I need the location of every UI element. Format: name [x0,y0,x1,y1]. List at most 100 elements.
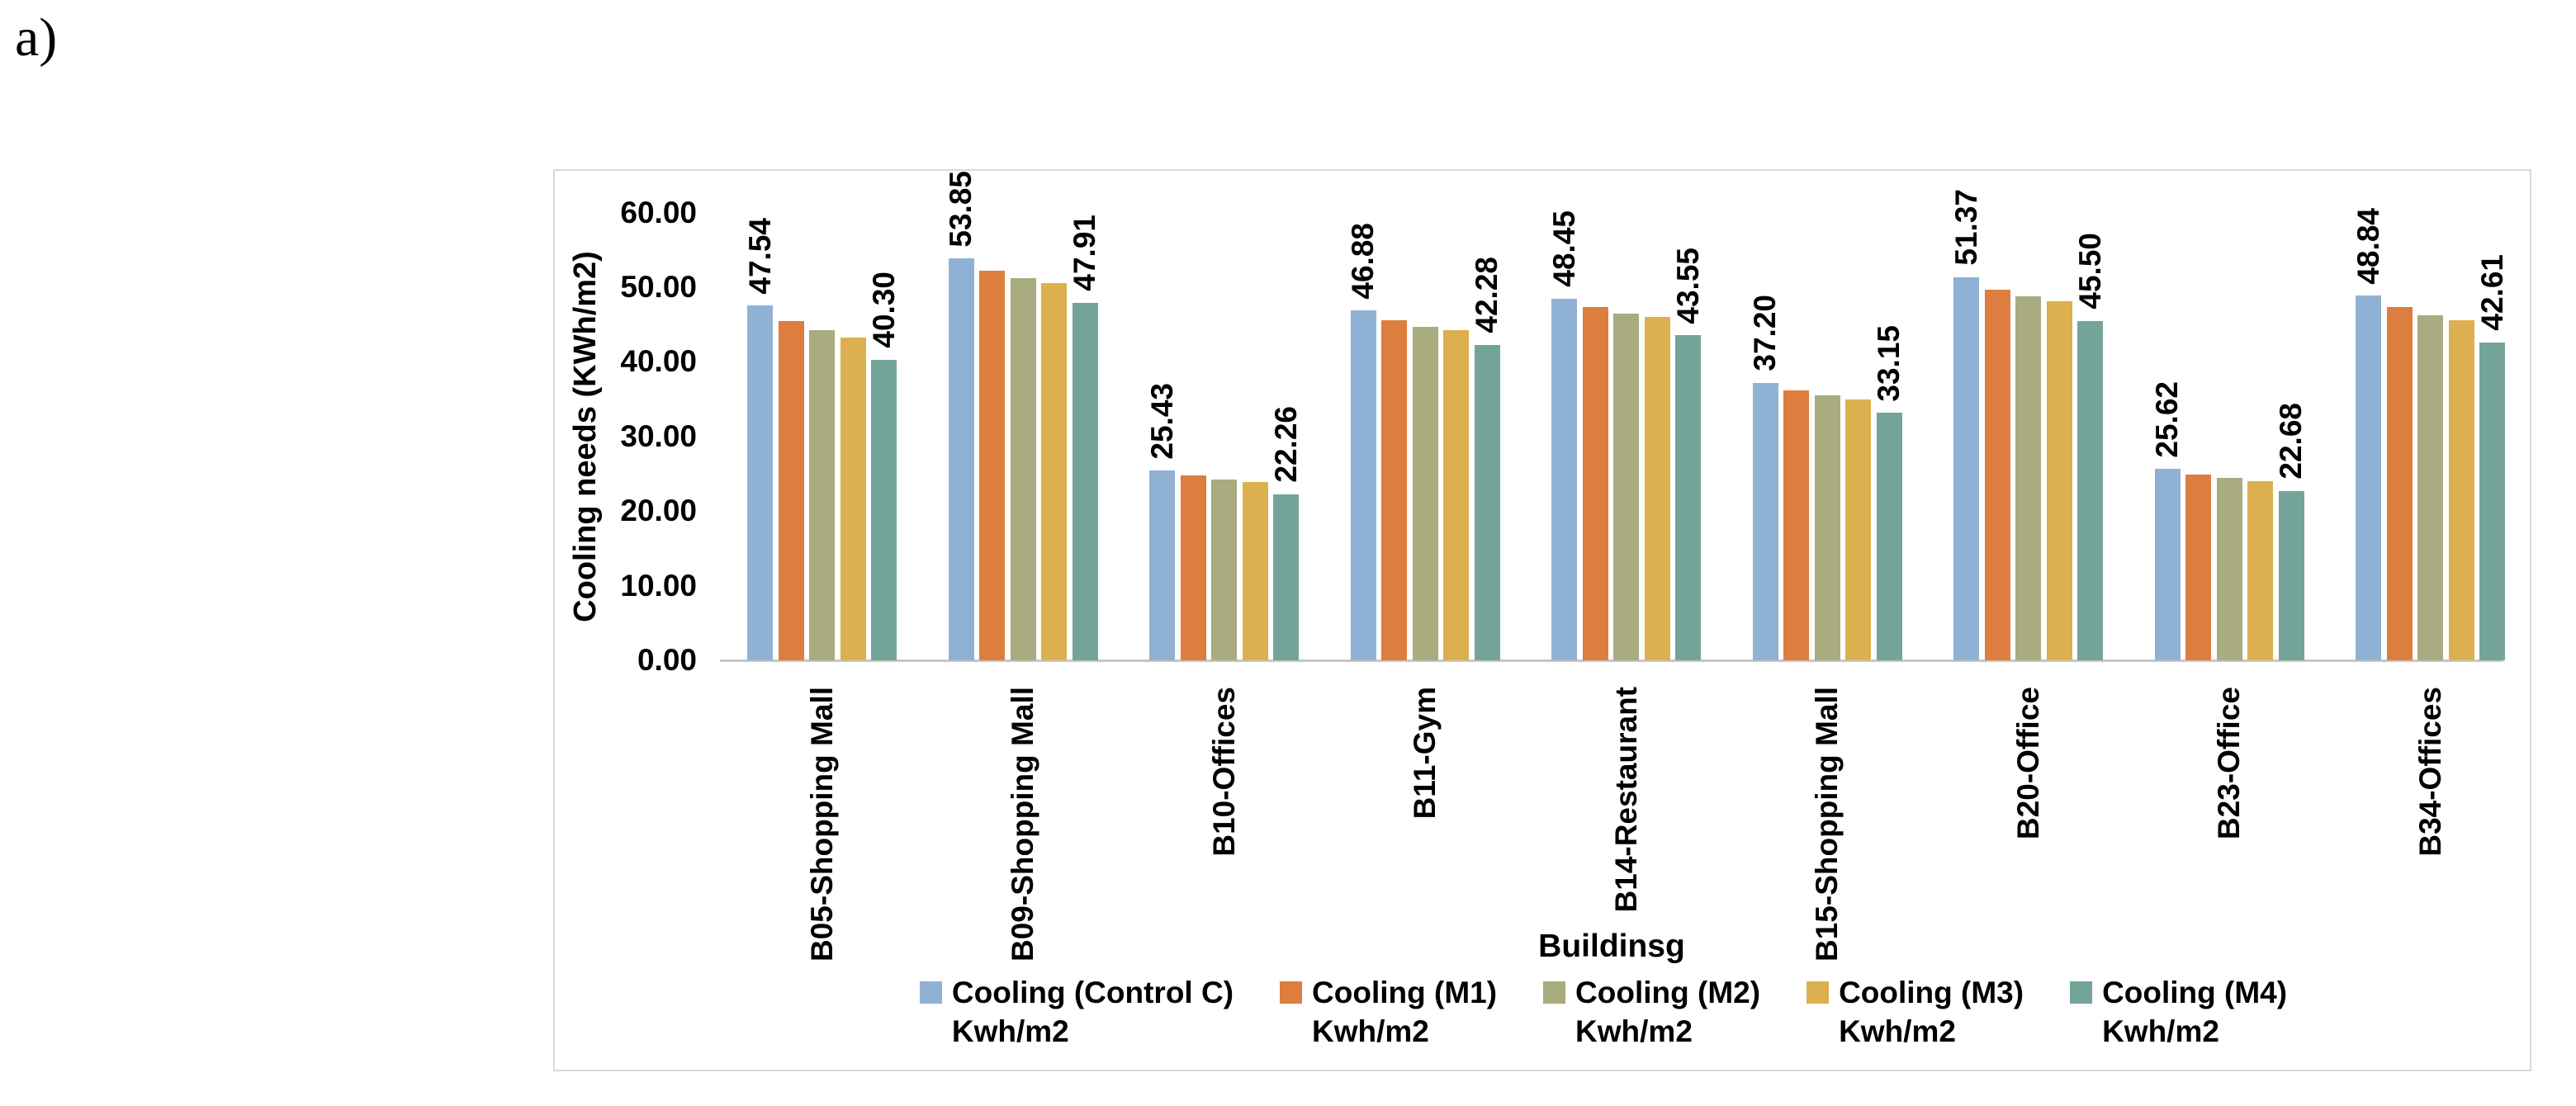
y-tick-label: 60.00 [620,195,697,229]
legend-swatch-icon [1543,981,1566,1004]
legend-label: Cooling (M3) Kwh/m2 [1839,976,2024,1048]
bar-value-label: 25.62 [2150,380,2184,458]
bar-B15-Shopping Mall-series-2 [1814,395,1840,660]
bar-value-label: 37.20 [1748,295,1782,371]
y-tick-label: 30.00 [620,418,697,453]
category-label-B11-Gym: B11-Gym [1408,687,1442,820]
bar-B14-Restaurant-series-4 [1675,335,1701,660]
bar-B23-Office-series-2 [2216,478,2242,660]
y-tick-label: 20.00 [620,494,697,528]
category-label-B34-Offices: B34-Offices [2413,687,2447,857]
bar-B15-Shopping Mall-series-4 [1876,413,1902,660]
category-label-B20-Office: B20-Office [2010,687,2045,840]
bar-B15-Shopping Mall-series-1 [1783,390,1809,660]
bar-value-label: 42.61 [2474,254,2509,331]
bar-B23-Office-series-0 [2154,469,2181,660]
legend-item-2: Cooling (M2) Kwh/m2 [1543,973,1760,1051]
legend-label: Cooling (Control C) Kwh/m2 [951,976,1234,1048]
bar-value-label: 51.37 [1949,189,1983,266]
bar-B05-Shopping Mall-series-3 [840,337,866,660]
bar-B09-Shopping Mall-series-4 [1072,302,1098,660]
legend-item-0: Cooling (Control C) Kwh/m2 [919,973,1234,1051]
bar-B34-Offices-series-2 [2417,315,2443,660]
bar-B10-Offices-series-0 [1149,470,1175,660]
bar-B05-Shopping Mall-series-1 [778,320,804,660]
bar-B09-Shopping Mall-series-0 [948,258,974,660]
bar-B23-Office-series-1 [2185,474,2211,660]
legend-swatch-icon [1807,981,1830,1004]
bar-B10-Offices-series-1 [1180,475,1206,660]
bar-B14-Restaurant-series-2 [1613,313,1639,660]
bar-value-label: 47.91 [1068,215,1101,291]
bar-B15-Shopping Mall-series-0 [1752,382,1778,660]
x-axis-line [720,659,2503,662]
bar-B14-Restaurant-series-3 [1644,317,1670,660]
x-axis-title: Buildinsg [1538,929,1685,964]
y-tick-label: 50.00 [620,270,697,304]
legend-label: Cooling (M1) Kwh/m2 [1312,976,1498,1048]
bar-B34-Offices-series-3 [2448,319,2474,660]
legend-item-3: Cooling (M3) Kwh/m2 [1807,973,2024,1051]
bar-B11-Gym-series-1 [1381,319,1407,660]
bar-value-label: 40.30 [866,272,901,348]
bar-value-label: 48.84 [2351,207,2385,285]
bar-B10-Offices-series-3 [1242,481,1268,660]
figure-label: a) [15,7,58,68]
legend-swatch-icon [1280,981,1303,1004]
category-label-B10-Offices: B10-Offices [1206,687,1241,857]
legend: Cooling (Control C) Kwh/m2 Cooling (M1) Kwh… [670,973,2536,1051]
y-tick-label: 10.00 [620,568,697,603]
bar-value-label: 22.68 [2274,403,2308,480]
bar-value-label: 46.88 [1346,222,1380,300]
y-tick-label: 0.00 [637,643,697,677]
bar-value-label: 25.43 [1144,382,1179,460]
legend-swatch-icon [919,981,942,1004]
bar-B11-Gym-series-0 [1350,310,1376,660]
bar-B14-Restaurant-series-1 [1582,307,1608,660]
bar-B11-Gym-series-4 [1474,344,1500,660]
chart-area: Cooling needs (KWh/m2) 60.00 50.00 40.00 30… [553,169,2531,1071]
bar-B05-Shopping Mall-series-0 [747,305,773,660]
category-label-B15-Shopping Mall: B15-Shopping Mall [1810,687,1844,962]
bar-B34-Offices-series-0 [2356,295,2381,660]
bar-B23-Office-series-4 [2278,490,2304,660]
bar-B11-Gym-series-3 [1443,330,1469,660]
bar-B20-Office-series-1 [1984,289,2010,660]
bar-B10-Offices-series-4 [1273,494,1299,660]
bar-B34-Offices-series-1 [2386,307,2413,660]
bar-B20-Office-series-4 [2077,320,2103,660]
bar-value-label: 45.50 [2072,233,2107,310]
category-label-B09-Shopping Mall: B09-Shopping Mall [1006,687,1039,962]
legend-swatch-icon [2070,981,2093,1004]
bar-value-label: 22.26 [1268,406,1303,483]
bar-B20-Office-series-2 [2015,295,2041,660]
bar-value-label: 33.15 [1872,324,1906,402]
legend-label: Cooling (M2) Kwh/m2 [1575,976,1761,1048]
y-tick-label: 40.00 [620,344,697,379]
legend-item-4: Cooling (M4) Kwh/m2 [2070,973,2287,1051]
bar-B34-Offices-series-4 [2479,342,2505,660]
category-label-B14-Restaurant: B14-Restaurant [1608,687,1643,913]
bar-B10-Offices-series-2 [1211,480,1237,660]
category-label-B05-Shopping Mall: B05-Shopping Mall [804,687,839,962]
bar-B05-Shopping Mall-series-2 [809,330,835,660]
bar-value-label: 53.85 [944,170,978,248]
bar-B09-Shopping Mall-series-3 [1041,283,1067,660]
bar-B20-Office-series-0 [1953,276,1979,660]
bar-B05-Shopping Mall-series-4 [871,359,897,660]
bar-B20-Office-series-3 [2046,301,2072,660]
bar-B11-Gym-series-2 [1412,326,1438,660]
bar-B23-Office-series-3 [2247,481,2273,660]
bar-value-label: 43.55 [1670,247,1705,324]
category-label-B23-Office: B23-Office [2212,687,2246,840]
bar-value-label: 48.45 [1546,210,1581,288]
bar-B15-Shopping Mall-series-3 [1845,399,1871,660]
bar-B14-Restaurant-series-0 [1551,299,1577,660]
legend-label: Cooling (M4) Kwh/m2 [2102,976,2288,1048]
bar-value-label: 47.54 [742,217,777,295]
bar-value-label: 42.28 [1470,257,1503,333]
bar-B09-Shopping Mall-series-2 [1010,278,1036,660]
legend-item-1: Cooling (M1) Kwh/m2 [1280,973,1497,1051]
bar-B09-Shopping Mall-series-1 [979,271,1005,660]
